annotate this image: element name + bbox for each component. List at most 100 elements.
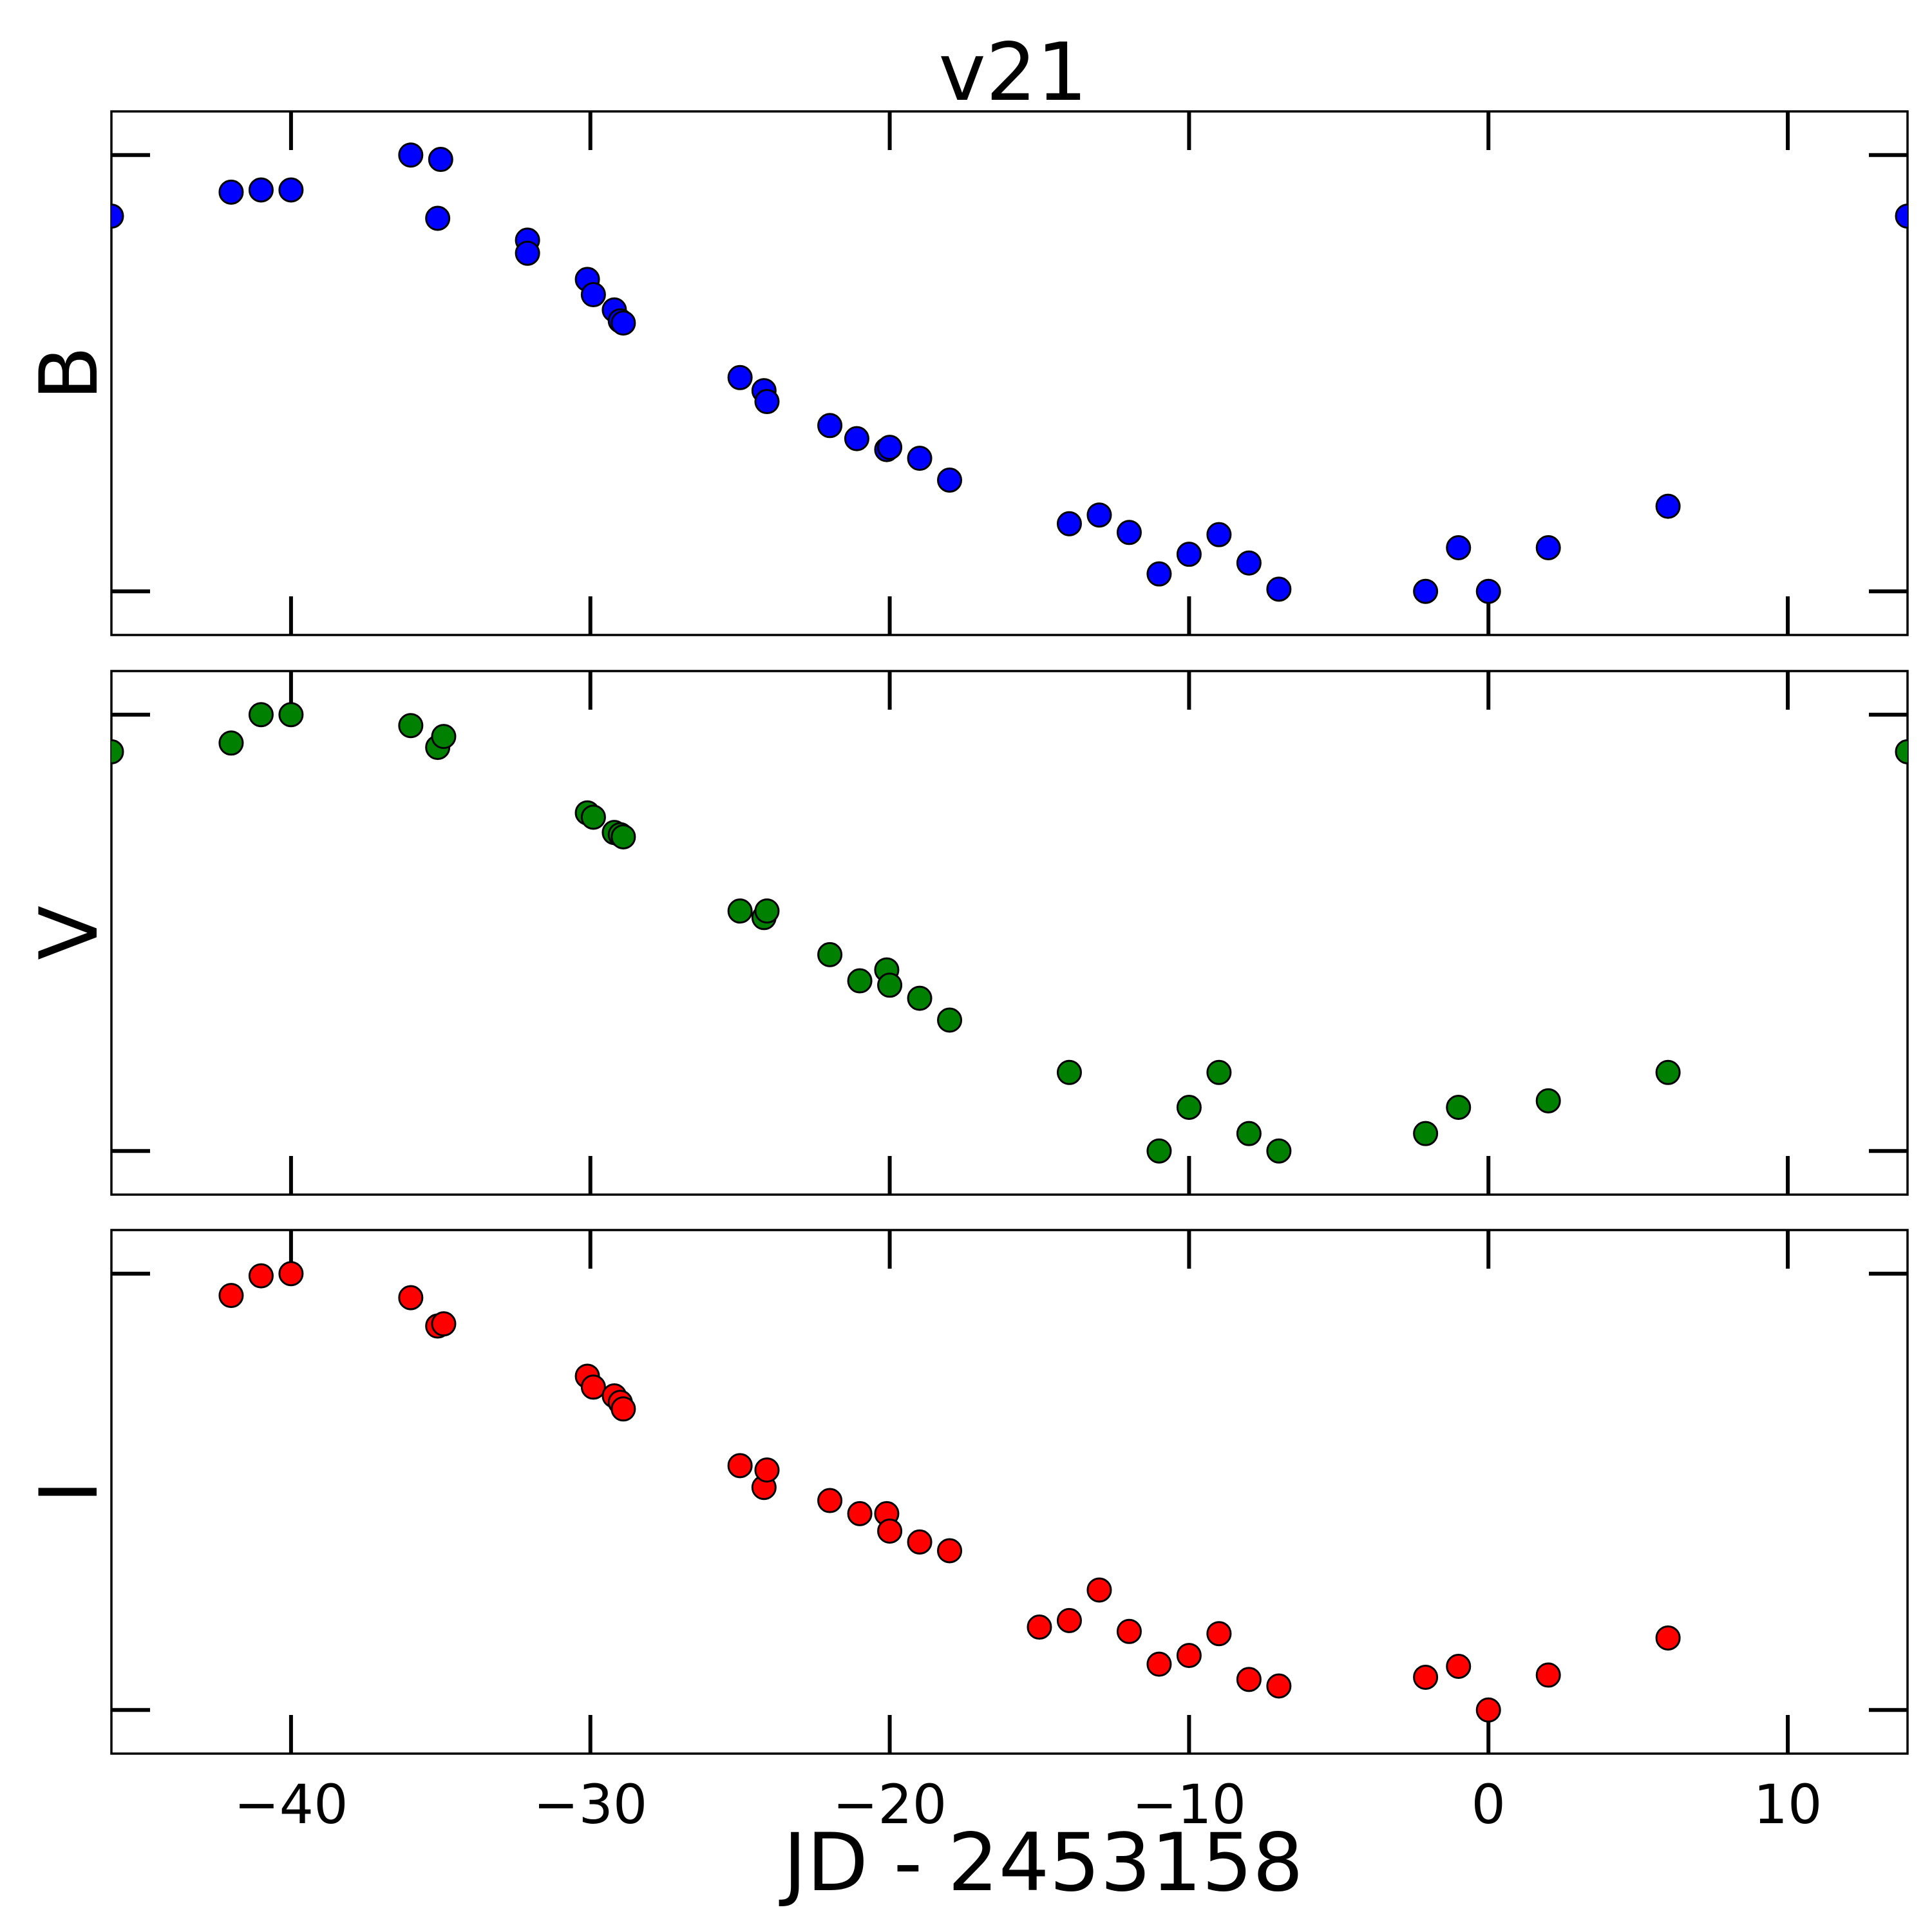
x-tick-label: −40 [234,1773,348,1836]
data-point [1056,1607,1082,1633]
data-point [1535,1088,1561,1113]
series-V [111,702,1908,1164]
data-point [1266,1673,1292,1699]
data-point [398,713,424,739]
data-point [1655,1625,1681,1651]
panels-group: B V I [23,110,1909,1755]
data-point [1655,493,1681,519]
x-axis-label: JD - 2453158 [779,1817,1303,1909]
y-axis-label: V [23,905,116,960]
y-axis-label: B [23,346,116,401]
panel-frame [110,110,1909,636]
data-point [847,1501,873,1526]
data-point [611,824,636,849]
panel-B: B [23,110,1909,636]
data-point [431,1311,457,1337]
data-point [1535,535,1561,560]
panel-I: I [23,1229,1909,1755]
data-point [1895,204,1908,229]
data-point [907,446,933,471]
data-point [218,730,244,756]
data-point [1446,1654,1472,1679]
data-point [278,1261,304,1287]
data-point [817,413,843,439]
data-point [1446,1095,1472,1120]
data-point [111,204,124,229]
x-tick-label: 10 [1754,1773,1823,1836]
data-point [218,179,244,205]
data-point [1266,576,1292,602]
data-point [1086,502,1112,528]
data-point [727,898,753,924]
data-point [1116,1618,1142,1644]
data-point [1446,535,1472,560]
data-point [398,1285,424,1311]
data-point [278,702,304,728]
data-point [580,1374,606,1400]
data-point [611,310,636,336]
series-B [111,142,1908,604]
panel-frame [110,670,1909,1196]
data-point [428,147,453,173]
data-point [817,1488,843,1513]
data-point [1206,522,1232,547]
data-point [1236,550,1262,576]
data-point [431,724,457,750]
data-point [1146,561,1172,587]
data-point [1236,1667,1262,1692]
series-I [218,1261,1681,1723]
data-point [727,365,753,390]
data-point [1116,520,1142,545]
data-point [1206,1059,1232,1085]
data-point [515,240,540,266]
data-point [1056,1059,1082,1085]
data-point [248,177,274,203]
data-point [248,1263,274,1289]
data-point [580,804,606,830]
data-point [278,177,304,203]
x-tick-label: 0 [1472,1773,1506,1836]
data-point [937,1007,963,1033]
data-point [580,282,606,308]
data-point [1056,511,1082,536]
data-point [611,1396,636,1422]
data-point [1146,1138,1172,1164]
panel-frame [110,1229,1909,1755]
data-point [248,702,274,728]
data-point [907,1529,933,1555]
y-axis-label: I [23,1480,116,1504]
data-point [398,142,424,168]
data-point [1086,1577,1112,1603]
data-point [1895,739,1908,764]
data-point [218,1283,244,1309]
data-point [1146,1651,1172,1677]
data-point [1413,578,1439,604]
data-point [1475,1697,1501,1723]
x-tick-label: −30 [533,1773,647,1836]
data-point [1176,1095,1202,1120]
data-point [1655,1059,1681,1085]
data-point [1413,1121,1439,1146]
data-point [754,898,780,924]
data-point [754,389,780,415]
data-point [847,968,873,994]
data-point [111,739,124,764]
data-point [877,1518,903,1544]
data-point [1413,1664,1439,1690]
data-point [817,942,843,967]
x-tick-label: −20 [833,1773,947,1836]
data-point [1176,542,1202,567]
data-point [425,205,451,231]
data-point [1475,578,1501,604]
data-point [877,435,903,460]
data-point [1027,1615,1052,1640]
data-point [727,1453,753,1479]
data-point [937,467,963,493]
data-point [907,985,933,1011]
data-point [1206,1621,1232,1647]
data-point [937,1538,963,1564]
data-point [1176,1643,1202,1669]
panel-V: V [23,670,1909,1196]
data-point [1266,1138,1292,1164]
